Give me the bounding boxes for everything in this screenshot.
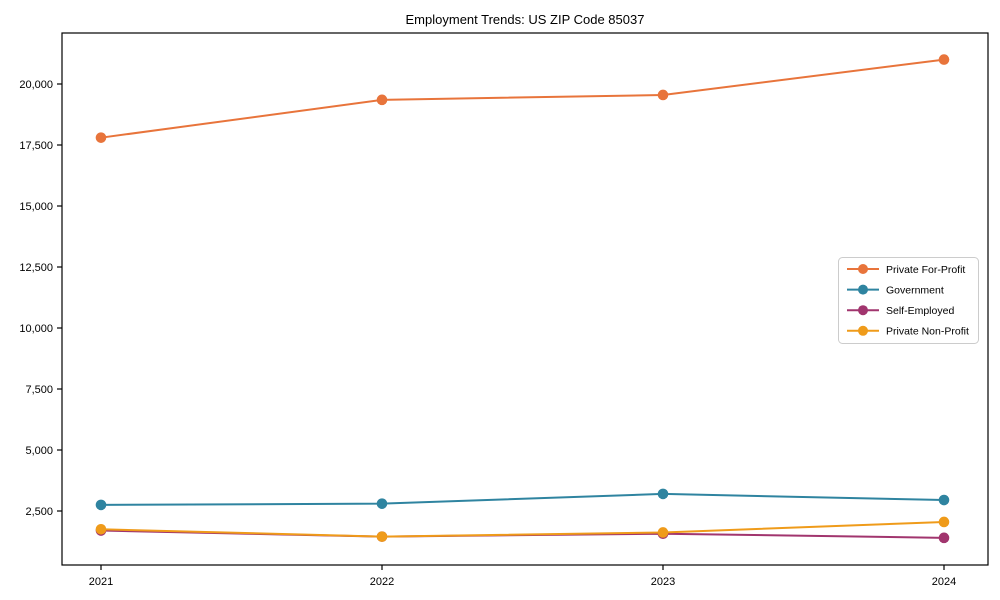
- legend-marker-dot: [858, 325, 868, 336]
- data-point-government-2022: [376, 498, 388, 509]
- legend: Private For-Profit Government Self-Employe…: [838, 257, 979, 344]
- series-line-private-non-profit: [100, 520, 945, 538]
- y-axis-tick-label: 7,500: [25, 384, 53, 396]
- legend-item-private-non-profit: Private Non-Profit: [847, 326, 969, 338]
- x-axis-tick-label: 2021: [89, 576, 113, 588]
- data-point-private-for-profit-2023: [657, 89, 669, 101]
- y-axis-tick-label: 12,500: [19, 262, 53, 274]
- y-axis-tick-label: 5,000: [25, 445, 53, 457]
- series-line-private-for-profit: [100, 58, 945, 139]
- x-axis-tick-label: 2023: [651, 576, 675, 588]
- data-point-private-for-profit-2024: [938, 54, 950, 65]
- x-axis-tick-label: 2024: [932, 576, 956, 588]
- data-point-private-for-profit-2022: [376, 94, 388, 106]
- legend-box: [838, 257, 979, 344]
- legend-item-government: Government: [847, 284, 944, 296]
- data-point-private-non-profit-2022: [376, 531, 388, 542]
- legend-marker-dot: [858, 264, 868, 274]
- legend-item-private-for-profit: Private For-Profit: [847, 264, 965, 276]
- data-point-government-2023: [657, 488, 669, 500]
- legend-label: Government: [886, 284, 944, 296]
- data-point-self-employed-2024: [938, 532, 950, 544]
- legend-label: Private For-Profit: [886, 264, 965, 276]
- data-point-private-non-profit-2021: [95, 524, 107, 535]
- data-point-private-non-profit-2023: [657, 527, 669, 538]
- y-axis-tick-label: 2,500: [25, 506, 53, 518]
- data-point-government-2021: [95, 499, 107, 511]
- data-point-private-for-profit-2021: [95, 132, 107, 143]
- legend-marker-dot: [858, 284, 868, 295]
- y-axis-tick-label: 15,000: [19, 201, 53, 213]
- data-point-private-non-profit-2024: [938, 516, 950, 528]
- legend-label: Self-Employed: [886, 305, 954, 317]
- y-axis-tick-label: 17,500: [19, 140, 53, 152]
- data-point-government-2024: [938, 494, 950, 506]
- series-line-government: [100, 492, 945, 506]
- plot-border: [61, 32, 989, 566]
- legend-marker-dot: [858, 305, 868, 316]
- y-axis-tick-label: 20,000: [19, 79, 53, 91]
- legend-label: Private Non-Profit: [886, 326, 969, 338]
- x-axis-tick-label: 2022: [370, 576, 394, 588]
- legend-item-self-employed: Self-Employed: [847, 305, 954, 317]
- chart-title: Employment Trends: US ZIP Code 85037: [405, 12, 645, 27]
- y-axis-tick-label: 10,000: [19, 323, 53, 335]
